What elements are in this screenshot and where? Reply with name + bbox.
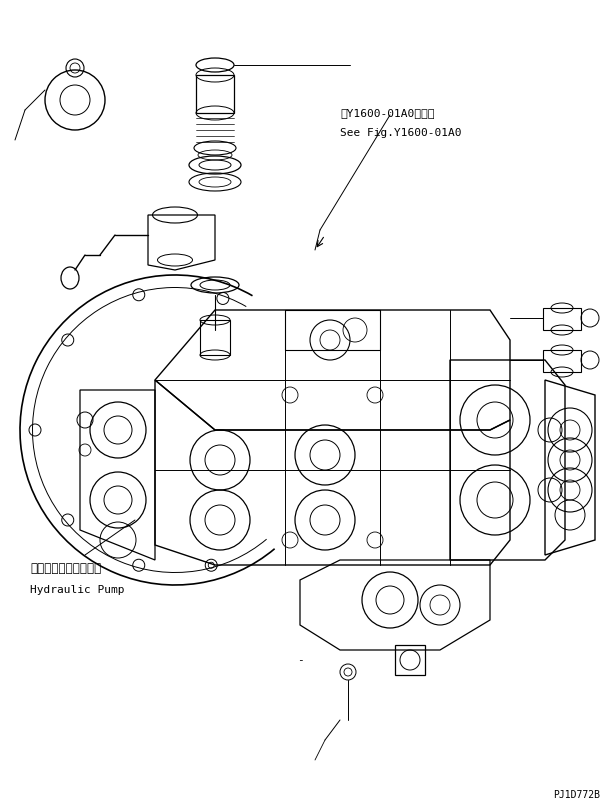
Bar (543, 308, 581, 330)
Text: ハイドロリックポンプ: ハイドロリックポンプ (30, 562, 101, 575)
Text: 第Y1600-01A0図参照: 第Y1600-01A0図参照 (340, 108, 434, 118)
Bar (395, 645, 425, 675)
Text: -: - (296, 655, 303, 665)
Text: PJ1D772B: PJ1D772B (553, 790, 600, 800)
Bar (543, 350, 581, 372)
Text: See Fig.Y1600-01A0: See Fig.Y1600-01A0 (340, 128, 462, 138)
Text: Hydraulic Pump: Hydraulic Pump (30, 585, 124, 595)
Bar (200, 320, 230, 355)
Bar (196, 75, 234, 113)
